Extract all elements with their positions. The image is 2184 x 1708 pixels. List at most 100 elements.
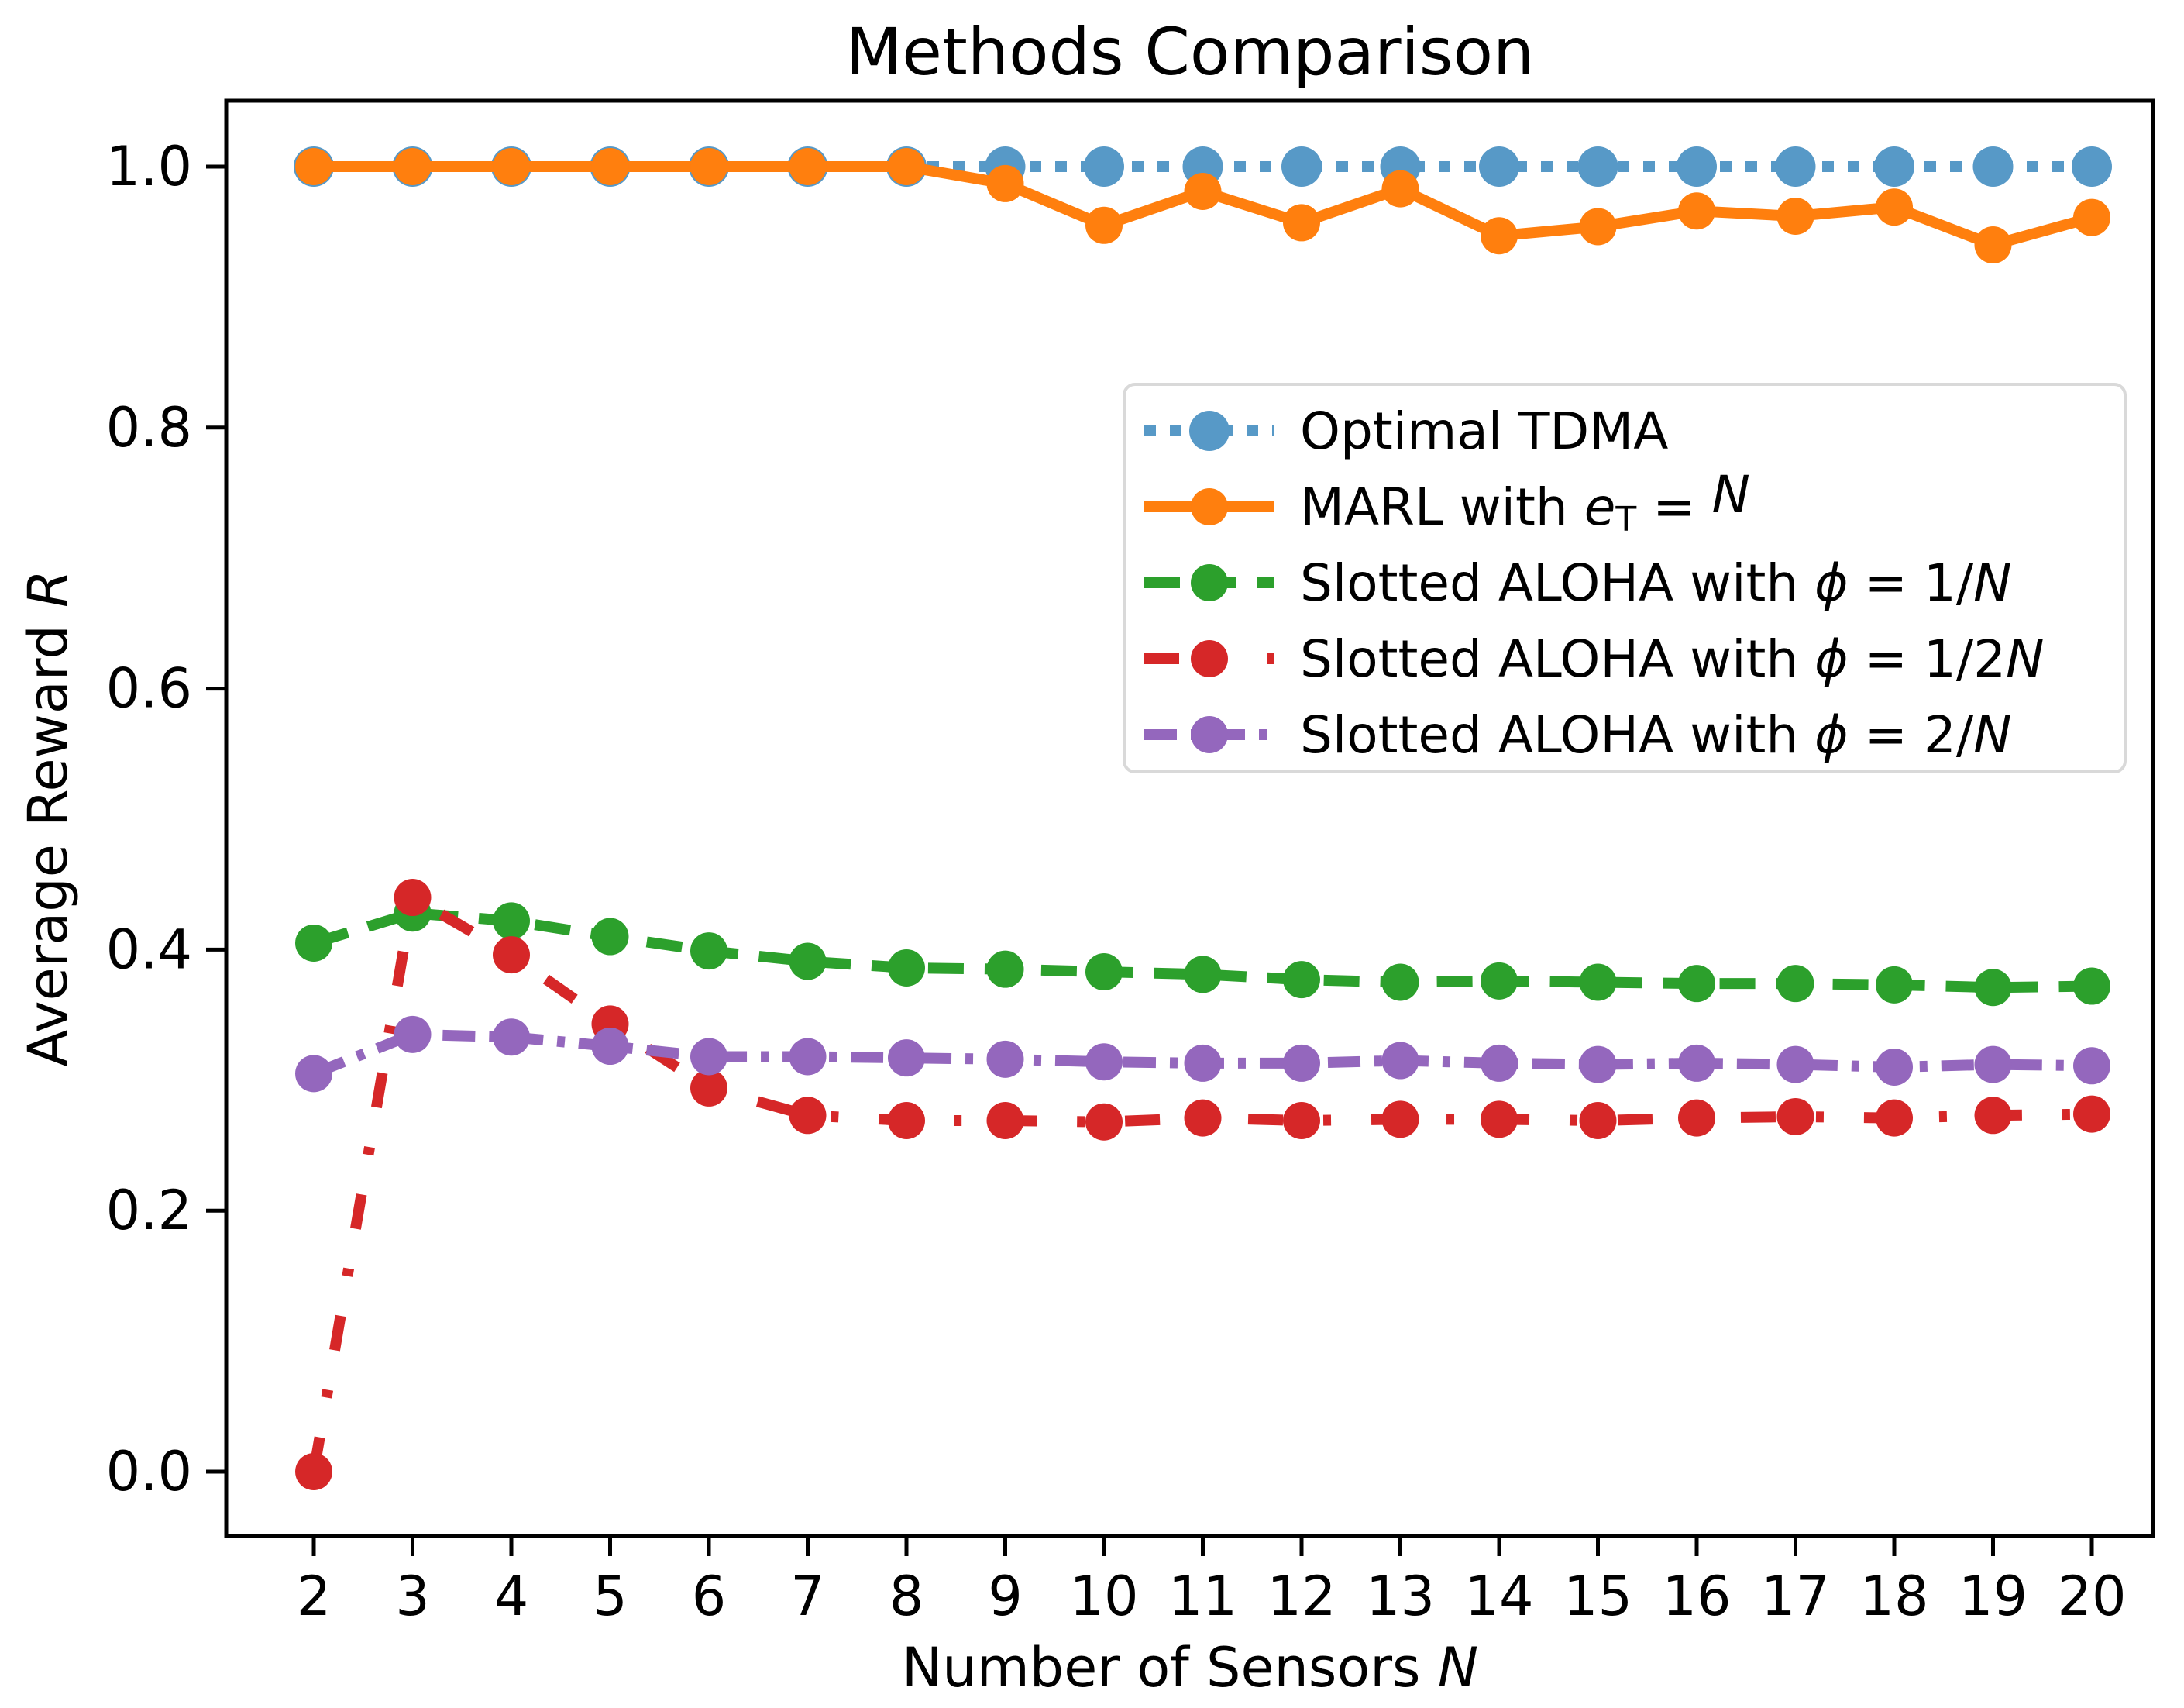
data-point-optimal-tdma bbox=[2072, 146, 2112, 187]
series-slotted-aloha-2-over-n bbox=[295, 1015, 2110, 1093]
data-point-slotted-aloha-2-over-n bbox=[591, 1028, 629, 1066]
legend-label-slotted-aloha-1-over-2n: Slotted ALOHA with ϕ = 1/2N bbox=[1300, 629, 2045, 689]
plot-frame bbox=[224, 98, 2155, 1538]
data-point-slotted-aloha-1-over-2n bbox=[1184, 1099, 1222, 1137]
legend-marker-icon-slotted-aloha-2-over-n bbox=[1191, 716, 1228, 753]
data-point-slotted-aloha-1-over-n bbox=[690, 932, 727, 970]
data-point-slotted-aloha-1-over-2n bbox=[1381, 1100, 1419, 1138]
data-point-slotted-aloha-1-over-n bbox=[888, 949, 925, 987]
data-point-slotted-aloha-1-over-2n bbox=[1283, 1102, 1320, 1140]
data-point-marl-et-n bbox=[1776, 197, 1814, 235]
legend-marker-icon-slotted-aloha-1-over-n bbox=[1191, 564, 1228, 601]
data-point-slotted-aloha-2-over-n bbox=[295, 1055, 332, 1093]
data-point-marl-et-n bbox=[493, 148, 530, 185]
chart-title: Methods Comparison bbox=[846, 14, 1534, 90]
legend-marker-icon-slotted-aloha-1-over-2n bbox=[1191, 640, 1228, 677]
data-point-slotted-aloha-1-over-2n bbox=[1974, 1097, 2012, 1135]
data-point-slotted-aloha-1-over-2n bbox=[888, 1102, 925, 1140]
data-point-slotted-aloha-1-over-n bbox=[1776, 965, 1814, 1003]
data-point-marl-et-n bbox=[1184, 172, 1222, 210]
data-point-marl-et-n bbox=[591, 148, 629, 185]
data-point-slotted-aloha-2-over-n bbox=[394, 1015, 432, 1053]
data-point-marl-et-n bbox=[295, 148, 332, 185]
data-point-marl-et-n bbox=[1579, 208, 1617, 246]
x-tick-label: 18 bbox=[1859, 1565, 1928, 1628]
data-point-slotted-aloha-1-over-n bbox=[1283, 961, 1320, 999]
x-tick-label: 3 bbox=[395, 1565, 430, 1628]
data-point-marl-et-n bbox=[1974, 226, 2012, 264]
data-point-slotted-aloha-2-over-n bbox=[690, 1038, 727, 1076]
data-point-slotted-aloha-1-over-2n bbox=[1085, 1103, 1123, 1141]
data-point-marl-et-n bbox=[1876, 188, 1913, 226]
x-tick-label: 11 bbox=[1168, 1565, 1237, 1628]
data-point-slotted-aloha-2-over-n bbox=[1974, 1045, 2012, 1083]
data-point-marl-et-n bbox=[394, 148, 432, 185]
data-point-marl-et-n bbox=[1481, 217, 1518, 255]
data-point-slotted-aloha-1-over-n bbox=[1876, 966, 1913, 1004]
data-point-optimal-tdma bbox=[1479, 146, 1519, 187]
data-point-optimal-tdma bbox=[1281, 146, 1322, 187]
data-point-slotted-aloha-1-over-n bbox=[1678, 965, 1715, 1003]
data-point-marl-et-n bbox=[1678, 192, 1715, 230]
data-point-marl-et-n bbox=[2073, 198, 2110, 236]
data-point-slotted-aloha-1-over-2n bbox=[1579, 1102, 1617, 1140]
data-point-slotted-aloha-2-over-n bbox=[1381, 1042, 1419, 1080]
x-tick-label: 16 bbox=[1662, 1565, 1731, 1628]
x-tick-label: 15 bbox=[1563, 1565, 1632, 1628]
data-point-slotted-aloha-1-over-2n bbox=[1776, 1097, 1814, 1135]
data-point-marl-et-n bbox=[1283, 204, 1320, 242]
data-point-slotted-aloha-1-over-n bbox=[986, 950, 1024, 988]
legend-label-slotted-aloha-1-over-n: Slotted ALOHA with ϕ = 1/N bbox=[1300, 553, 2012, 613]
data-point-slotted-aloha-1-over-2n bbox=[1481, 1100, 1518, 1138]
data-point-slotted-aloha-1-over-n bbox=[1974, 969, 2012, 1007]
data-point-slotted-aloha-2-over-n bbox=[1876, 1048, 1913, 1086]
y-axis-label: Average Reward R bbox=[16, 570, 80, 1066]
data-point-slotted-aloha-1-over-2n bbox=[2073, 1095, 2110, 1133]
data-point-marl-et-n bbox=[1085, 206, 1123, 244]
legend-marker-icon-marl-et-n bbox=[1191, 488, 1228, 525]
data-point-slotted-aloha-2-over-n bbox=[1776, 1045, 1814, 1083]
x-tick-label: 7 bbox=[790, 1565, 825, 1628]
data-point-slotted-aloha-2-over-n bbox=[789, 1038, 827, 1076]
data-point-marl-et-n bbox=[789, 148, 827, 185]
data-point-slotted-aloha-2-over-n bbox=[1481, 1044, 1518, 1082]
series-marl-et-n bbox=[295, 148, 2110, 264]
x-tick-label: 8 bbox=[889, 1565, 924, 1628]
y-tick-label: 0.6 bbox=[106, 657, 192, 721]
data-point-slotted-aloha-1-over-n bbox=[591, 918, 629, 956]
legend-entry-slotted-aloha-2-over-n: Slotted ALOHA with ϕ = 2/N bbox=[1144, 705, 2012, 765]
legend-entry-optimal-tdma: Optimal TDMA bbox=[1144, 401, 1668, 461]
data-point-slotted-aloha-1-over-n bbox=[2073, 967, 2110, 1005]
data-point-marl-et-n bbox=[986, 164, 1024, 202]
y-tick-label: 1.0 bbox=[106, 135, 192, 198]
data-point-marl-et-n bbox=[888, 148, 925, 185]
legend-entry-slotted-aloha-1-over-2n: Slotted ALOHA with ϕ = 1/2N bbox=[1144, 629, 2045, 689]
y-tick-label: 0.0 bbox=[106, 1440, 192, 1503]
x-tick-label: 14 bbox=[1464, 1565, 1533, 1628]
legend-box bbox=[1123, 383, 2127, 773]
data-point-slotted-aloha-1-over-2n bbox=[493, 936, 530, 974]
data-point-slotted-aloha-2-over-n bbox=[1085, 1043, 1123, 1081]
data-point-optimal-tdma bbox=[1577, 146, 1618, 187]
data-point-slotted-aloha-1-over-n bbox=[493, 902, 530, 940]
x-tick-label: 19 bbox=[1959, 1565, 2028, 1628]
x-tick-label: 17 bbox=[1761, 1565, 1830, 1628]
data-point-slotted-aloha-1-over-2n bbox=[394, 879, 432, 917]
data-point-slotted-aloha-1-over-n bbox=[1579, 963, 1617, 1001]
data-point-slotted-aloha-1-over-2n bbox=[1678, 1099, 1715, 1137]
data-point-slotted-aloha-1-over-n bbox=[1085, 953, 1123, 991]
x-tick-label: 6 bbox=[692, 1565, 727, 1628]
data-point-optimal-tdma bbox=[1775, 146, 1816, 187]
data-point-slotted-aloha-1-over-n bbox=[1184, 956, 1222, 993]
data-point-slotted-aloha-1-over-2n bbox=[295, 1453, 332, 1490]
x-axis-label: Number of Sensors N bbox=[902, 1636, 1478, 1699]
x-tick-label: 4 bbox=[494, 1565, 529, 1628]
data-point-slotted-aloha-1-over-n bbox=[1481, 962, 1518, 1000]
y-tick-label: 0.8 bbox=[106, 396, 192, 460]
data-point-optimal-tdma bbox=[1874, 146, 1914, 187]
x-tick-label: 10 bbox=[1069, 1565, 1138, 1628]
y-tick-label: 0.4 bbox=[106, 918, 192, 981]
